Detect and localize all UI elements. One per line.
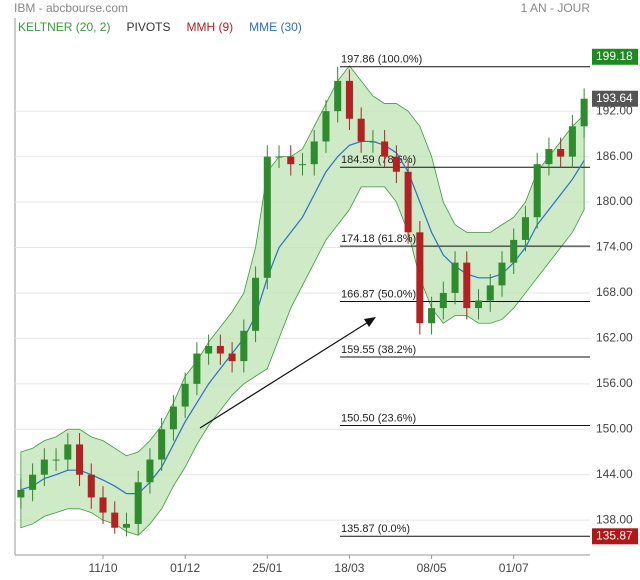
fib-label: 197.86 (100.0%) — [341, 54, 422, 66]
y-tick-label: 144.00 — [596, 467, 633, 481]
candle-body — [29, 474, 37, 490]
candle-body — [52, 459, 60, 461]
candle-body — [510, 239, 518, 263]
candle-body — [439, 292, 447, 309]
x-tick-label: 01/12 — [170, 561, 200, 575]
candle-body — [275, 156, 283, 158]
candle-body — [252, 277, 260, 331]
y-tick-label: 156.00 — [596, 376, 633, 390]
y-tick-label: 174.00 — [596, 240, 633, 254]
fib-label: 174.18 (61.8%) — [341, 233, 416, 245]
candle-body — [568, 126, 576, 157]
candle-body — [545, 149, 553, 165]
fib-label: 150.50 (23.6%) — [341, 412, 416, 424]
candle-body — [146, 459, 154, 483]
price-tag — [592, 528, 638, 545]
price-tag-label: 193.64 — [596, 91, 633, 105]
y-tick-label: 180.00 — [596, 194, 633, 208]
candle-body — [134, 482, 142, 524]
x-tick-label: 08/05 — [417, 561, 447, 575]
fib-label: 159.55 (38.2%) — [341, 344, 416, 356]
candle-body — [521, 217, 529, 240]
candle-body — [228, 353, 236, 362]
candle-body — [463, 262, 471, 309]
candle-body — [40, 459, 48, 475]
candle-body — [486, 285, 494, 301]
chart-title: IBM - abcbourse.com — [14, 1, 128, 15]
candle-body — [76, 444, 84, 475]
fib-label: 184.59 (78.6%) — [341, 154, 416, 166]
candle-body — [240, 330, 248, 362]
x-tick-label: 25/01 — [252, 561, 282, 575]
candle-body — [310, 141, 318, 165]
candle-body — [322, 111, 330, 142]
y-tick-label: 162.00 — [596, 331, 633, 345]
y-tick-label: 150.00 — [596, 421, 633, 435]
candle-body — [205, 345, 213, 354]
candle-body — [169, 406, 177, 430]
price-tag — [592, 48, 638, 65]
candle-body — [193, 353, 201, 384]
candle-body — [181, 383, 189, 407]
candle-body — [64, 444, 72, 460]
candle-body — [381, 141, 389, 157]
x-tick-label: 18/03 — [334, 561, 364, 575]
candle-body — [369, 141, 377, 143]
fib-label: 135.87 (0.0%) — [341, 523, 410, 535]
candle-body — [392, 156, 400, 172]
arrow-head — [364, 317, 376, 327]
y-tick-label: 168.00 — [596, 285, 633, 299]
candle-body — [475, 300, 483, 309]
candle-body — [416, 232, 424, 324]
candle-body — [216, 345, 224, 354]
arrow — [199, 320, 371, 429]
candle-body — [17, 489, 25, 498]
candle-body — [111, 512, 119, 528]
candle-body — [451, 262, 459, 293]
legend-entry: MME (30) — [249, 20, 302, 34]
y-tick-label: 186.00 — [596, 149, 633, 163]
x-tick-label: 01/07 — [499, 561, 529, 575]
candle-body — [533, 164, 541, 218]
candle-body — [287, 156, 295, 165]
price-tag-label: 199.18 — [596, 49, 633, 63]
price-tag — [592, 90, 638, 107]
candle-body — [122, 523, 130, 528]
candle-body — [334, 80, 342, 112]
legend-entry: PIVOTS — [126, 20, 170, 34]
candle-body — [580, 98, 588, 127]
candle-body — [158, 429, 166, 460]
candle-body — [498, 262, 506, 286]
candle-body — [404, 171, 412, 233]
candle-body — [557, 149, 565, 157]
candle-body — [87, 474, 95, 498]
candle-body — [428, 308, 436, 324]
candle-body — [345, 80, 353, 119]
legend-entry: KELTNER (20, 2) — [18, 20, 110, 34]
candle-body — [99, 497, 107, 513]
period: 1 AN - JOUR — [521, 1, 591, 15]
legend-entry: MMH (9) — [187, 20, 234, 34]
fib-label: 166.87 (50.0%) — [341, 288, 416, 300]
price-tag-label: 135.87 — [596, 528, 633, 542]
candle-body — [263, 156, 271, 278]
candle-body — [298, 164, 307, 166]
candle-body — [357, 118, 365, 142]
y-tick-label: 192.00 — [596, 103, 633, 117]
x-tick-label: 11/10 — [88, 561, 117, 575]
y-tick-label: 138.00 — [596, 512, 633, 526]
